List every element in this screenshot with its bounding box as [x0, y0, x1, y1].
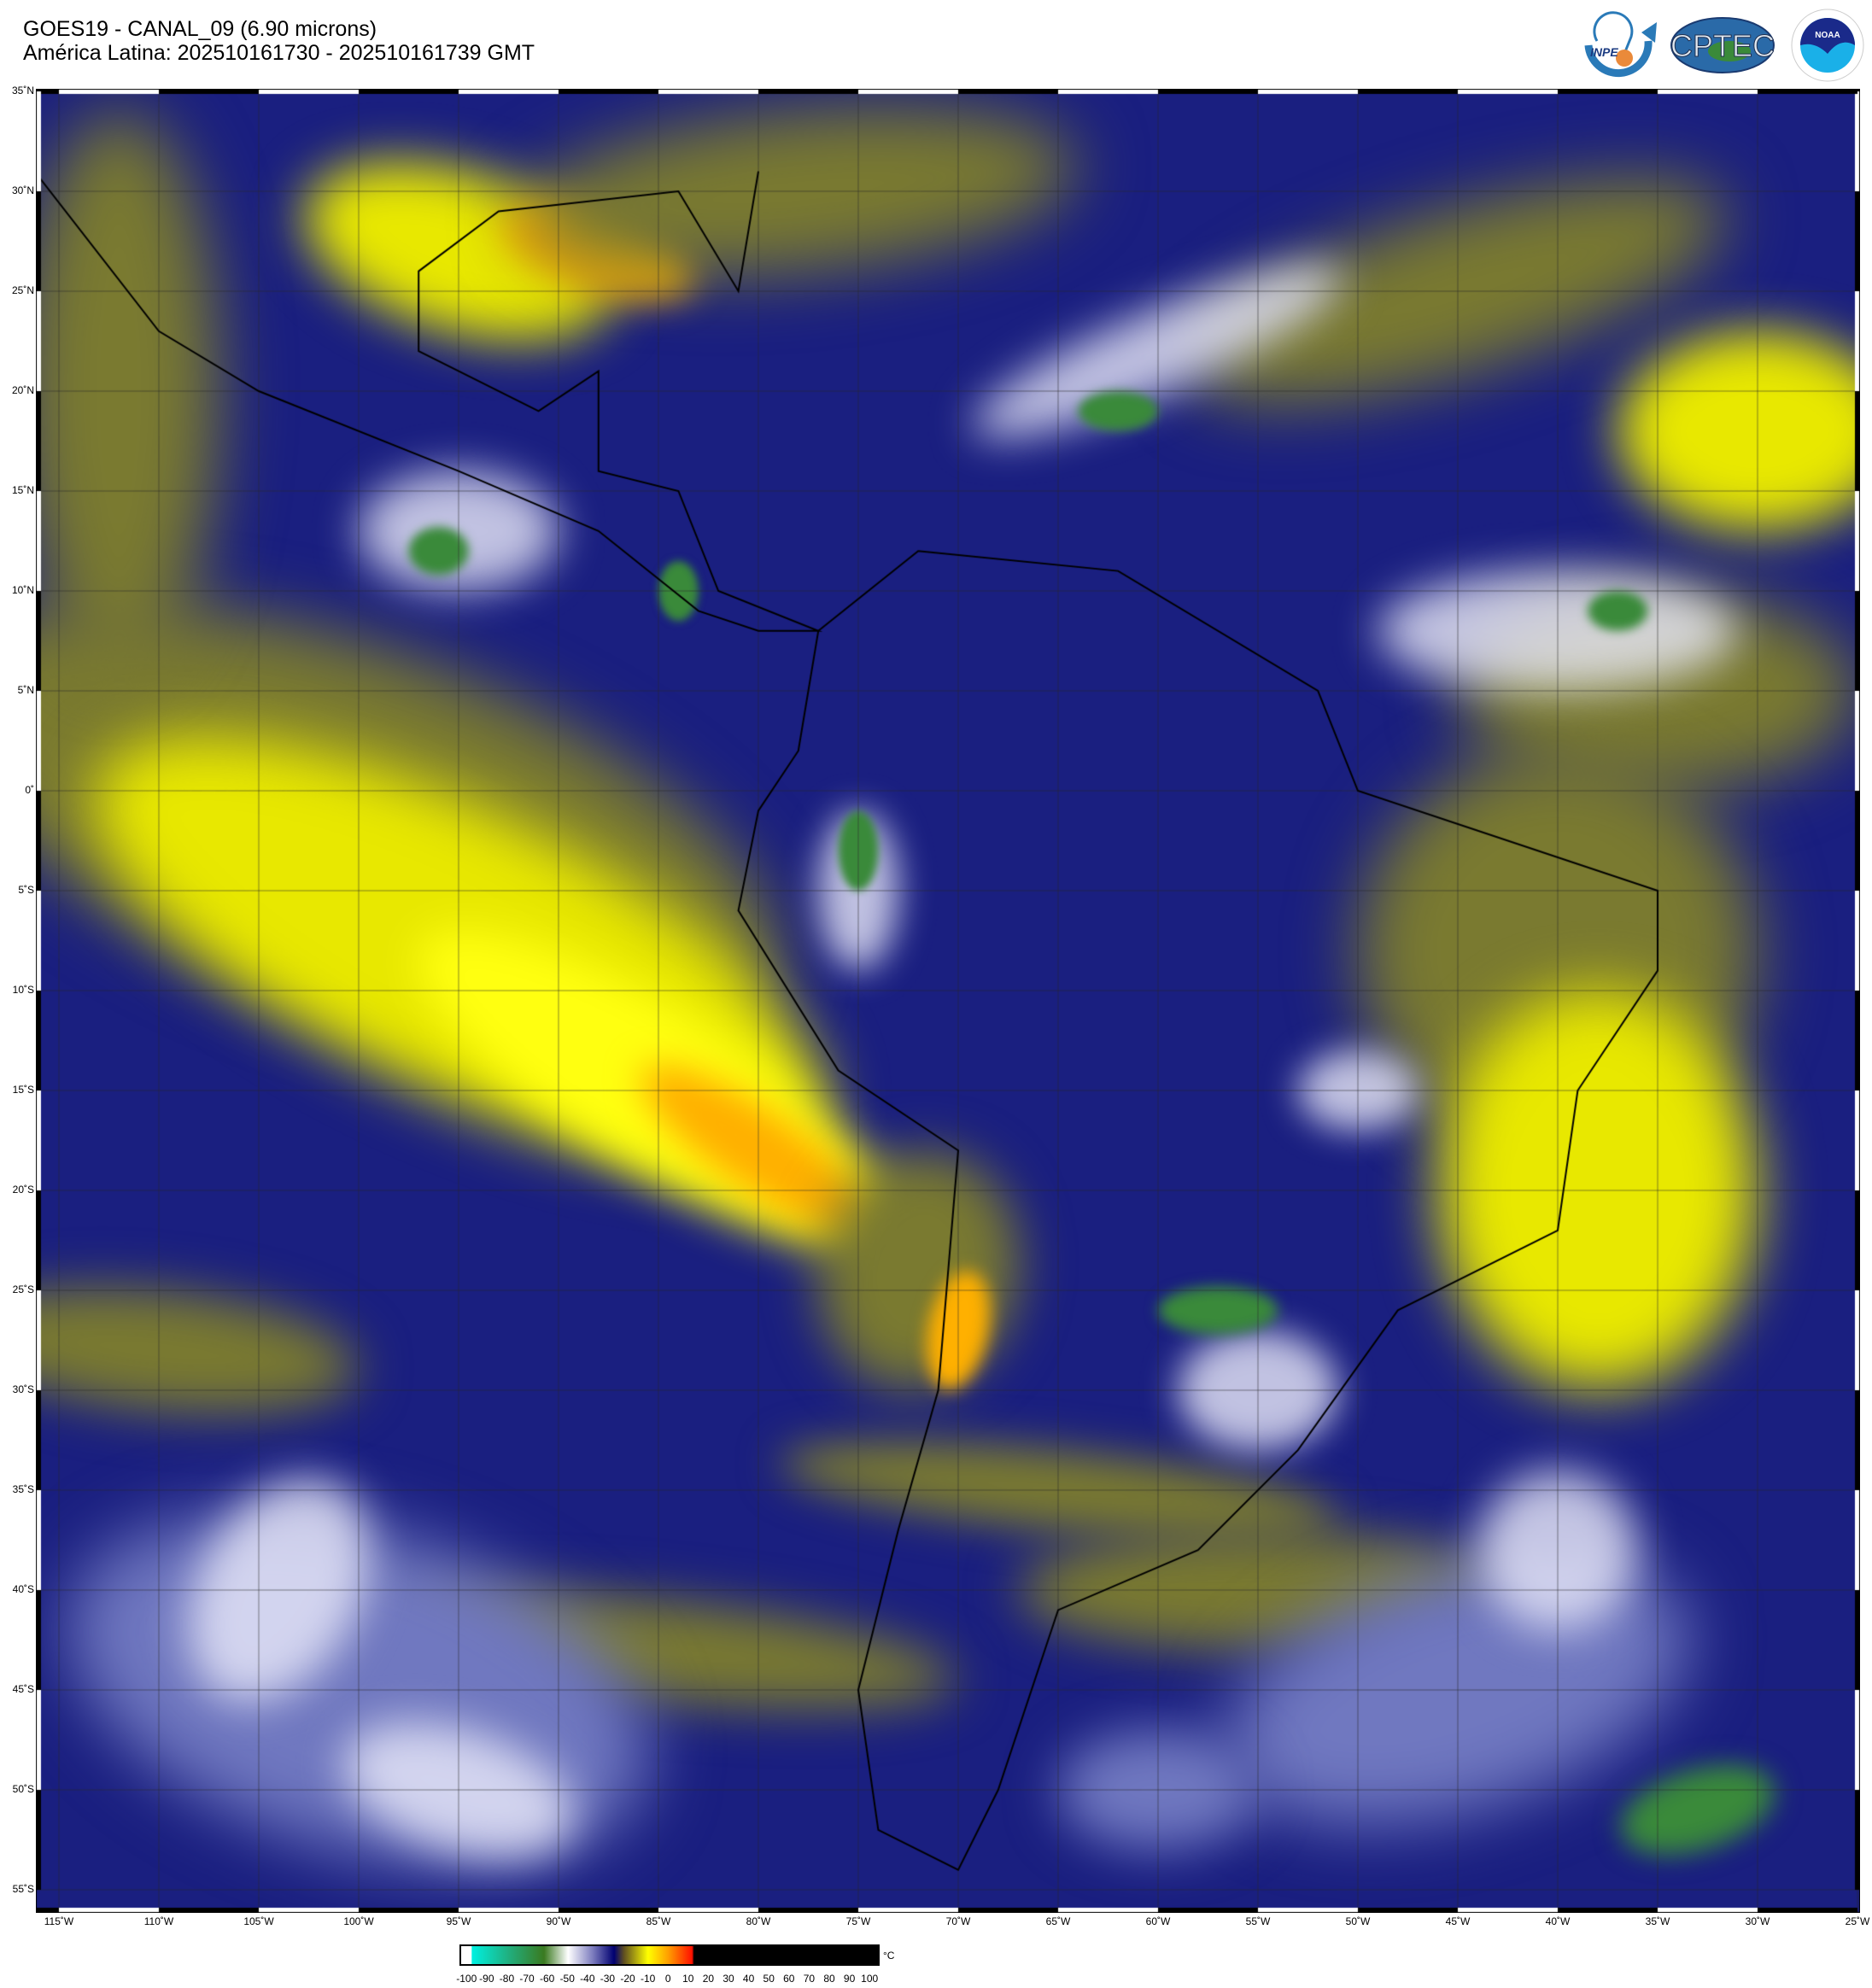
lon-label: 70˚W [945, 1915, 971, 1927]
lon-label: 30˚W [1745, 1915, 1770, 1927]
lat-label: 40˚S [12, 1583, 34, 1595]
colorbar-tick-label: -70 [519, 1973, 535, 1985]
colorbar-tick-label: -90 [479, 1973, 494, 1985]
lon-label: 25˚W [1845, 1915, 1870, 1927]
water-vapor-imagery[interactable] [36, 89, 1860, 1913]
lon-label: 80˚W [746, 1915, 771, 1927]
lat-label: 20˚N [11, 384, 34, 396]
colorbar-unit: °C [883, 1950, 895, 1962]
lon-label: 65˚W [1045, 1915, 1071, 1927]
lat-label: 0˚ [25, 784, 34, 796]
colorbar-tick-label: -60 [539, 1973, 555, 1985]
colorbar-tick-label: -30 [600, 1973, 616, 1985]
lon-label: 75˚W [845, 1915, 871, 1927]
image-subtitle: América Latina: 202510161730 - 202510161… [23, 41, 535, 65]
lat-label: 15˚S [12, 1084, 34, 1096]
colorbar-tick-label: 40 [742, 1973, 755, 1985]
lon-label: 110˚W [143, 1915, 174, 1927]
lon-label: 95˚W [446, 1915, 471, 1927]
lat-label: 10˚N [11, 584, 34, 596]
colorbar-tick-label: -80 [499, 1973, 515, 1985]
cptec-logo-icon: CPTEC [1670, 17, 1775, 73]
lat-label: 15˚N [11, 484, 34, 496]
lat-label: 10˚S [12, 984, 34, 996]
colorbar-tick-label: -10 [640, 1973, 656, 1985]
lon-label: 115˚W [44, 1915, 74, 1927]
lon-label: 90˚W [546, 1915, 571, 1927]
colorbar-tick-label: 60 [783, 1973, 795, 1985]
colorbar-tick-label: 50 [763, 1973, 775, 1985]
svg-text:CPTEC: CPTEC [1670, 28, 1775, 63]
colorbar-tick-label: 30 [722, 1973, 734, 1985]
colorbar-tick-label: -100 [456, 1973, 477, 1985]
svg-text:NOAA: NOAA [1815, 31, 1840, 40]
colorbar [459, 1944, 880, 1966]
lat-label: 30˚N [11, 184, 34, 196]
colorbar-tick-label: -40 [580, 1973, 595, 1985]
lon-label: 85˚W [646, 1915, 671, 1927]
lat-label: 35˚S [12, 1483, 34, 1495]
lat-label: 45˚S [12, 1683, 34, 1695]
lat-label: 25˚S [12, 1283, 34, 1295]
satellite-map[interactable] [36, 89, 1860, 1913]
lat-label: 5˚N [17, 684, 34, 696]
lon-label: 105˚W [243, 1915, 274, 1927]
lon-label: 35˚W [1645, 1915, 1670, 1927]
lat-label: 35˚N [11, 85, 34, 96]
colorbar-tick-label: 20 [702, 1973, 715, 1985]
lat-label: 50˚S [12, 1783, 34, 1795]
colorbar-tick-label: 80 [823, 1973, 835, 1985]
colorbar-tick-label: -50 [559, 1973, 575, 1985]
lon-label: 45˚W [1445, 1915, 1471, 1927]
lon-label: 100˚W [343, 1915, 374, 1927]
svg-text:INPE: INPE [1590, 45, 1618, 59]
colorbar-tick-label: 10 [682, 1973, 694, 1985]
lat-label: 55˚S [12, 1883, 34, 1895]
colorbar-tick-label: 70 [803, 1973, 816, 1985]
lat-label: 20˚S [12, 1184, 34, 1196]
noaa-logo-icon: NOAA [1791, 9, 1864, 82]
colorbar-tick-label: 0 [664, 1973, 671, 1985]
lat-label: 5˚S [18, 884, 34, 896]
colorbar-tick-label: 90 [843, 1973, 856, 1985]
lat-label: 25˚N [11, 284, 34, 296]
lon-label: 50˚W [1345, 1915, 1371, 1927]
lon-label: 60˚W [1145, 1915, 1171, 1927]
inpe-logo-icon: INPE [1584, 11, 1657, 78]
colorbar-tick-label: -20 [620, 1973, 635, 1985]
image-title: GOES19 - CANAL_09 (6.90 microns) [23, 17, 377, 41]
colorbar-tick-label: 100 [861, 1973, 879, 1985]
lat-label: 30˚S [12, 1383, 34, 1395]
lon-label: 55˚W [1245, 1915, 1271, 1927]
lon-label: 40˚W [1545, 1915, 1571, 1927]
